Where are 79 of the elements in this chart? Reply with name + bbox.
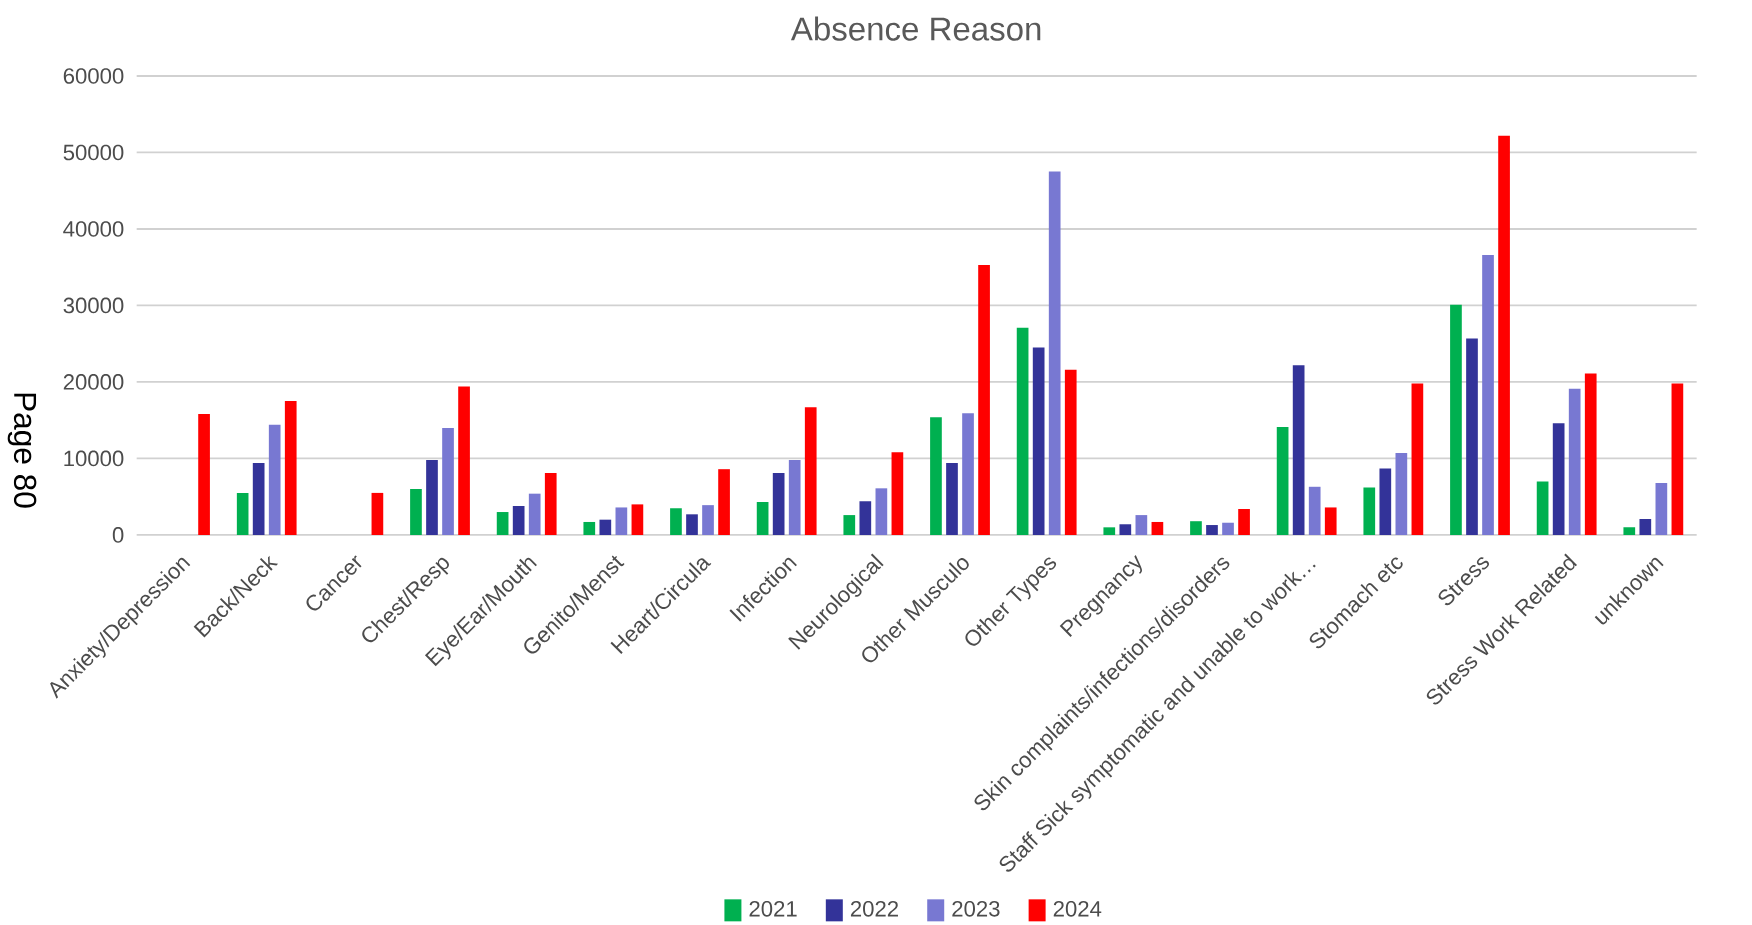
bar <box>631 504 644 535</box>
bar <box>670 508 682 535</box>
bar <box>1206 525 1218 535</box>
bar <box>1190 521 1202 535</box>
bar <box>686 514 698 535</box>
bar <box>599 519 612 535</box>
bar <box>1379 468 1392 535</box>
legend-label: 2022 <box>850 900 898 917</box>
bar <box>1671 383 1684 535</box>
legend-label: 2021 <box>749 900 797 917</box>
bar <box>496 512 509 535</box>
bar <box>284 401 297 535</box>
bar <box>1498 135 1510 535</box>
text: Page 80 <box>7 393 37 508</box>
bar <box>756 502 769 535</box>
bar <box>426 460 438 535</box>
bar <box>1639 518 1652 535</box>
bar <box>1032 347 1045 535</box>
bar <box>1395 453 1408 535</box>
bar <box>458 386 470 535</box>
bar <box>615 507 628 535</box>
legend-label: 2023 <box>952 900 1000 917</box>
bar <box>1536 481 1549 535</box>
bar <box>978 264 990 535</box>
bar <box>962 413 974 535</box>
bar <box>1119 524 1132 535</box>
bar <box>1324 507 1337 535</box>
bar <box>718 469 730 535</box>
y-tick-label: 40000 <box>63 221 124 237</box>
bar <box>528 493 541 535</box>
bar <box>1411 383 1424 535</box>
bar <box>1292 365 1305 535</box>
bar <box>1016 327 1029 535</box>
bar <box>772 473 785 535</box>
bar <box>544 473 557 535</box>
bar <box>1222 522 1234 535</box>
bar <box>1238 508 1250 535</box>
y-tick-label: 10000 <box>64 450 124 467</box>
bar <box>1568 388 1581 535</box>
bar <box>1655 482 1668 535</box>
bar <box>702 505 714 535</box>
bar <box>1103 527 1116 535</box>
bar <box>1482 255 1494 535</box>
bar <box>268 424 281 535</box>
chart-title: Absence Reason <box>790 16 1041 41</box>
bar <box>512 505 525 535</box>
bar <box>371 492 384 535</box>
bar <box>1276 427 1289 535</box>
y-tick-label: 30000 <box>63 297 124 314</box>
bar <box>583 521 596 535</box>
bar <box>410 489 422 535</box>
bar <box>891 452 904 535</box>
bar <box>442 427 454 535</box>
bar <box>1584 373 1597 535</box>
bar <box>198 414 210 535</box>
bar <box>946 463 958 535</box>
bar <box>1363 487 1376 535</box>
bar <box>843 515 856 535</box>
bar <box>875 488 888 535</box>
y-tick-label: 20000 <box>63 374 124 390</box>
bar <box>1450 304 1462 535</box>
legend-label: 2024 <box>1053 900 1102 917</box>
y-tick-label: 60000 <box>63 68 124 84</box>
bar <box>788 460 801 535</box>
bar <box>804 407 817 535</box>
y-tick-label: 50000 <box>63 144 124 161</box>
bar <box>1552 423 1565 535</box>
bar <box>1466 338 1478 535</box>
bar <box>236 492 249 535</box>
bar <box>1151 521 1164 535</box>
bar <box>930 417 942 535</box>
bar <box>1048 171 1061 535</box>
bar <box>1064 369 1077 535</box>
bar <box>859 501 872 535</box>
bar <box>252 463 265 535</box>
y-tick-label: 0 <box>112 527 124 543</box>
bar <box>1623 527 1636 535</box>
bar <box>1135 515 1148 535</box>
bar <box>1308 486 1321 535</box>
